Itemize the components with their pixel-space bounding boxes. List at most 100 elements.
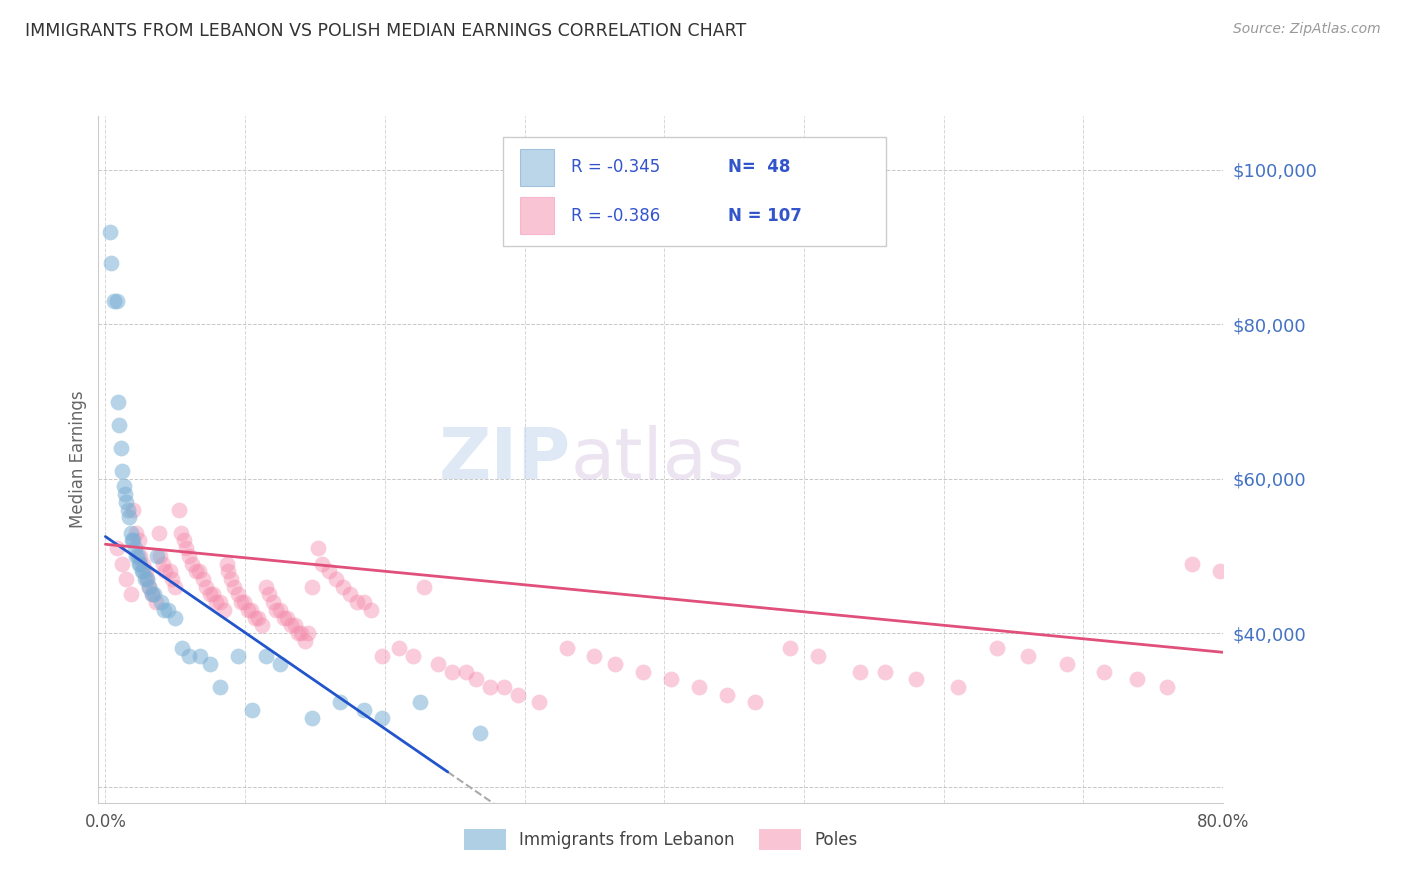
- Point: [297, 626, 319, 640]
- Point: [716, 688, 738, 702]
- Point: [332, 580, 354, 594]
- Point: [201, 587, 224, 601]
- Point: [1156, 680, 1178, 694]
- Point: [250, 618, 273, 632]
- Point: [159, 564, 181, 578]
- Point: [217, 564, 239, 578]
- Point: [129, 557, 152, 571]
- Point: [155, 564, 177, 578]
- Text: atlas: atlas: [571, 425, 745, 494]
- Point: [153, 603, 176, 617]
- Text: ZIP: ZIP: [439, 425, 571, 494]
- Point: [301, 711, 323, 725]
- Point: [301, 580, 323, 594]
- Point: [353, 703, 375, 717]
- Point: [157, 603, 180, 617]
- Point: [150, 595, 173, 609]
- Point: [208, 595, 231, 609]
- Text: N=  48: N= 48: [728, 159, 790, 177]
- Point: [146, 549, 169, 563]
- Point: [141, 587, 163, 601]
- Point: [152, 557, 174, 571]
- Point: [200, 657, 222, 671]
- Point: [193, 572, 215, 586]
- Point: [262, 595, 284, 609]
- Point: [269, 603, 291, 617]
- Point: [779, 641, 801, 656]
- Point: [149, 549, 172, 563]
- Point: [555, 641, 578, 656]
- FancyBboxPatch shape: [503, 136, 886, 246]
- Point: [633, 665, 655, 679]
- Point: [186, 564, 208, 578]
- Point: [181, 557, 204, 571]
- Point: [240, 703, 263, 717]
- Point: [875, 665, 897, 679]
- Point: [212, 603, 235, 617]
- Point: [454, 665, 477, 679]
- Point: [204, 595, 226, 609]
- Point: [107, 394, 129, 409]
- Point: [236, 603, 259, 617]
- Point: [264, 603, 287, 617]
- Point: [114, 487, 136, 501]
- Point: [402, 649, 425, 664]
- Point: [360, 603, 382, 617]
- Point: [287, 626, 309, 640]
- Point: [329, 696, 352, 710]
- Point: [105, 541, 128, 555]
- Point: [229, 595, 252, 609]
- Point: [117, 502, 139, 516]
- Point: [307, 541, 329, 555]
- Point: [122, 502, 145, 516]
- Point: [172, 641, 194, 656]
- Point: [371, 711, 394, 725]
- Point: [605, 657, 627, 671]
- Point: [807, 649, 830, 664]
- Point: [135, 564, 157, 578]
- Point: [103, 294, 125, 309]
- Point: [138, 580, 160, 594]
- Point: [1017, 649, 1039, 664]
- Text: IMMIGRANTS FROM LEBANON VS POLISH MEDIAN EARNINGS CORRELATION CHART: IMMIGRANTS FROM LEBANON VS POLISH MEDIAN…: [25, 22, 747, 40]
- Point: [273, 610, 295, 624]
- Point: [145, 595, 167, 609]
- Point: [440, 665, 463, 679]
- Point: [169, 502, 191, 516]
- Point: [280, 618, 302, 632]
- Point: [105, 294, 128, 309]
- Point: [129, 549, 152, 563]
- Point: [121, 533, 143, 548]
- Point: [1275, 580, 1298, 594]
- Text: N = 107: N = 107: [728, 207, 803, 225]
- Point: [127, 549, 149, 563]
- Point: [98, 225, 121, 239]
- Y-axis label: Median Earnings: Median Earnings: [69, 391, 87, 528]
- Point: [269, 657, 291, 671]
- Point: [226, 649, 249, 664]
- Point: [413, 580, 436, 594]
- Point: [148, 525, 170, 540]
- Point: [136, 572, 159, 586]
- Point: [120, 525, 142, 540]
- Bar: [520, 196, 554, 235]
- Point: [125, 525, 148, 540]
- Point: [527, 696, 550, 710]
- Point: [353, 595, 375, 609]
- Point: [111, 557, 134, 571]
- Legend: Immigrants from Lebanon, Poles: Immigrants from Lebanon, Poles: [457, 822, 865, 856]
- Point: [179, 649, 201, 664]
- Point: [744, 696, 766, 710]
- Point: [190, 649, 212, 664]
- Point: [318, 564, 340, 578]
- Point: [112, 479, 135, 493]
- Bar: [520, 149, 554, 186]
- Point: [1056, 657, 1078, 671]
- Point: [134, 572, 156, 586]
- Point: [215, 557, 238, 571]
- Point: [136, 572, 159, 586]
- Point: [492, 680, 515, 694]
- Point: [111, 464, 134, 478]
- Point: [506, 688, 529, 702]
- Point: [165, 580, 187, 594]
